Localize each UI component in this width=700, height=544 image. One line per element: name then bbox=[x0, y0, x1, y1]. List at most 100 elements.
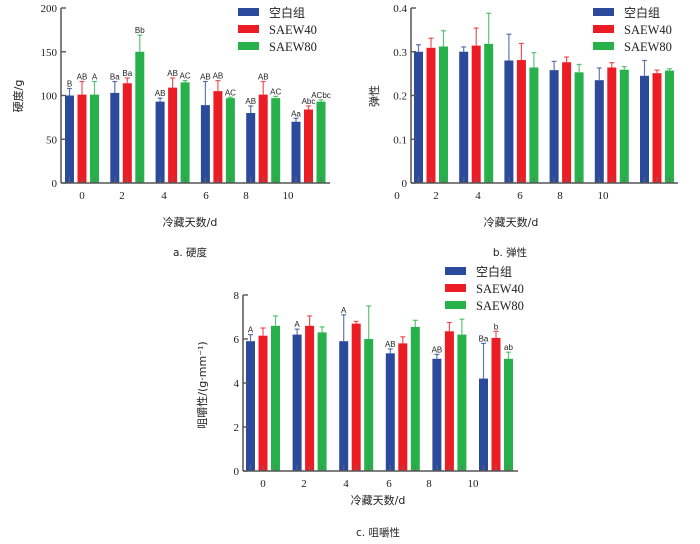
bar-saew80 bbox=[439, 46, 448, 183]
x-ticks: 0 2 4 6 8 10 bbox=[260, 478, 479, 490]
legend-label: SAEW40 bbox=[269, 23, 317, 37]
chart-caption: a. 硬度 bbox=[173, 246, 208, 259]
y-axis-title: 弹性 bbox=[367, 85, 381, 107]
significance-label: A bbox=[294, 320, 300, 329]
legend-swatch bbox=[593, 42, 614, 50]
legend-swatch bbox=[445, 267, 466, 275]
bar-saew80 bbox=[135, 51, 145, 183]
legend-label: SAEW80 bbox=[476, 299, 524, 313]
significance-label: AC bbox=[180, 72, 191, 81]
legend-label: SAEW80 bbox=[269, 40, 317, 54]
bar-blank bbox=[339, 341, 349, 471]
bar-saew40 bbox=[426, 47, 436, 183]
bar-saew80 bbox=[317, 332, 327, 471]
x-tick-label: 2 bbox=[119, 190, 125, 202]
bar-blank bbox=[432, 358, 442, 471]
bar-blank bbox=[65, 95, 74, 183]
bar-saew80 bbox=[180, 82, 190, 183]
x-tick-label: 10 bbox=[283, 190, 295, 202]
y-tick-label: 200 bbox=[41, 3, 58, 15]
bar-saew40 bbox=[77, 94, 87, 183]
y-tick-label: 8 bbox=[234, 290, 240, 302]
significance-label: b bbox=[494, 322, 499, 331]
y-tick-label: 0 bbox=[402, 178, 408, 190]
y-ticks: 0 0.1 0.2 0.3 0.4 bbox=[393, 3, 416, 190]
significance-label: A bbox=[341, 306, 347, 315]
x-axis-title: 冷藏天数/d bbox=[163, 216, 218, 229]
bar-saew80 bbox=[484, 43, 494, 183]
bars-group: A A A AB AB Bab ab bbox=[246, 305, 513, 471]
significance-label: AB bbox=[213, 72, 224, 81]
x-tick-label: 8 bbox=[426, 478, 432, 490]
bar-blank bbox=[459, 51, 469, 183]
y-tick-label: 0.3 bbox=[393, 47, 407, 59]
legend-label: 空白组 bbox=[476, 264, 512, 279]
y-ticks: 0 50 100 150 200 bbox=[41, 3, 66, 190]
legend-swatch bbox=[238, 25, 259, 33]
significance-label: A bbox=[92, 73, 98, 82]
y-tick-label: 0.2 bbox=[393, 91, 407, 103]
bar-saew40 bbox=[516, 60, 526, 183]
x-tick-label: 6 bbox=[203, 190, 209, 202]
bar-blank bbox=[292, 334, 302, 471]
legend-swatch bbox=[593, 25, 614, 33]
bar-blank bbox=[291, 121, 301, 183]
bar-saew40 bbox=[258, 335, 268, 471]
significance-label: AB bbox=[77, 73, 88, 82]
bar-saew80 bbox=[90, 94, 99, 183]
legend: 空白组 SAEW40 SAEW80 bbox=[238, 5, 317, 54]
bar-saew80 bbox=[665, 70, 674, 183]
bar-saew80 bbox=[271, 98, 281, 183]
x-tick-label: 4 bbox=[475, 190, 481, 202]
bar-blank bbox=[246, 341, 255, 471]
bar-saew40 bbox=[168, 87, 178, 183]
legend-swatch bbox=[238, 8, 259, 16]
y-ticks: 0 2 4 6 8 bbox=[234, 290, 248, 478]
bar-saew40 bbox=[304, 109, 313, 183]
bar-blank bbox=[504, 60, 514, 183]
bar-saew40 bbox=[305, 325, 315, 471]
significance-label: AC bbox=[270, 87, 281, 96]
significance-label: Ba bbox=[479, 334, 489, 343]
bar-blank bbox=[549, 70, 559, 183]
bar-blank bbox=[594, 80, 604, 183]
significance-label: AB bbox=[258, 73, 269, 82]
y-tick-label: 0.1 bbox=[393, 134, 407, 146]
bar-blank bbox=[200, 105, 210, 183]
bar-saew40 bbox=[607, 67, 617, 183]
bar-saew80 bbox=[457, 334, 467, 471]
y-tick-label: 6 bbox=[234, 334, 240, 346]
legend-swatch bbox=[238, 42, 259, 50]
bar-saew40 bbox=[351, 323, 361, 471]
significance-label: ab bbox=[504, 343, 513, 352]
y-tick-label: 2 bbox=[234, 422, 240, 434]
bar-saew80 bbox=[271, 325, 280, 471]
x-tick-label: 8 bbox=[557, 190, 563, 202]
legend: 空白组 SAEW40 SAEW80 bbox=[593, 5, 672, 54]
bar-saew80 bbox=[504, 358, 513, 471]
x-tick-label: 0 bbox=[260, 478, 266, 490]
legend-swatch bbox=[445, 284, 466, 292]
significance-label: AB bbox=[432, 345, 443, 354]
bar-saew40 bbox=[213, 91, 223, 183]
y-tick-label: 0 bbox=[52, 178, 58, 190]
significance-label: ACbc bbox=[311, 91, 331, 100]
x-ticks: 0 2 4 6 8 10 bbox=[394, 190, 609, 202]
y-tick-label: 150 bbox=[41, 47, 58, 59]
chart-caption: b. 弹性 bbox=[493, 246, 527, 259]
legend-label: SAEW40 bbox=[624, 23, 672, 37]
significance-label: AB bbox=[155, 89, 166, 98]
axes bbox=[242, 295, 518, 472]
significance-label: A bbox=[248, 326, 254, 335]
bar-saew80 bbox=[574, 72, 584, 183]
chart-caption: c. 咀嚼性 bbox=[356, 526, 400, 539]
legend: 空白组 SAEW40 SAEW80 bbox=[445, 264, 524, 313]
x-axis-title: 冷藏天数/d bbox=[351, 494, 406, 507]
x-axis-title: 冷藏天数/d bbox=[484, 216, 539, 229]
bar-saew80 bbox=[529, 67, 539, 183]
x-tick-label: 10 bbox=[598, 190, 610, 202]
bar-blank bbox=[246, 113, 256, 183]
